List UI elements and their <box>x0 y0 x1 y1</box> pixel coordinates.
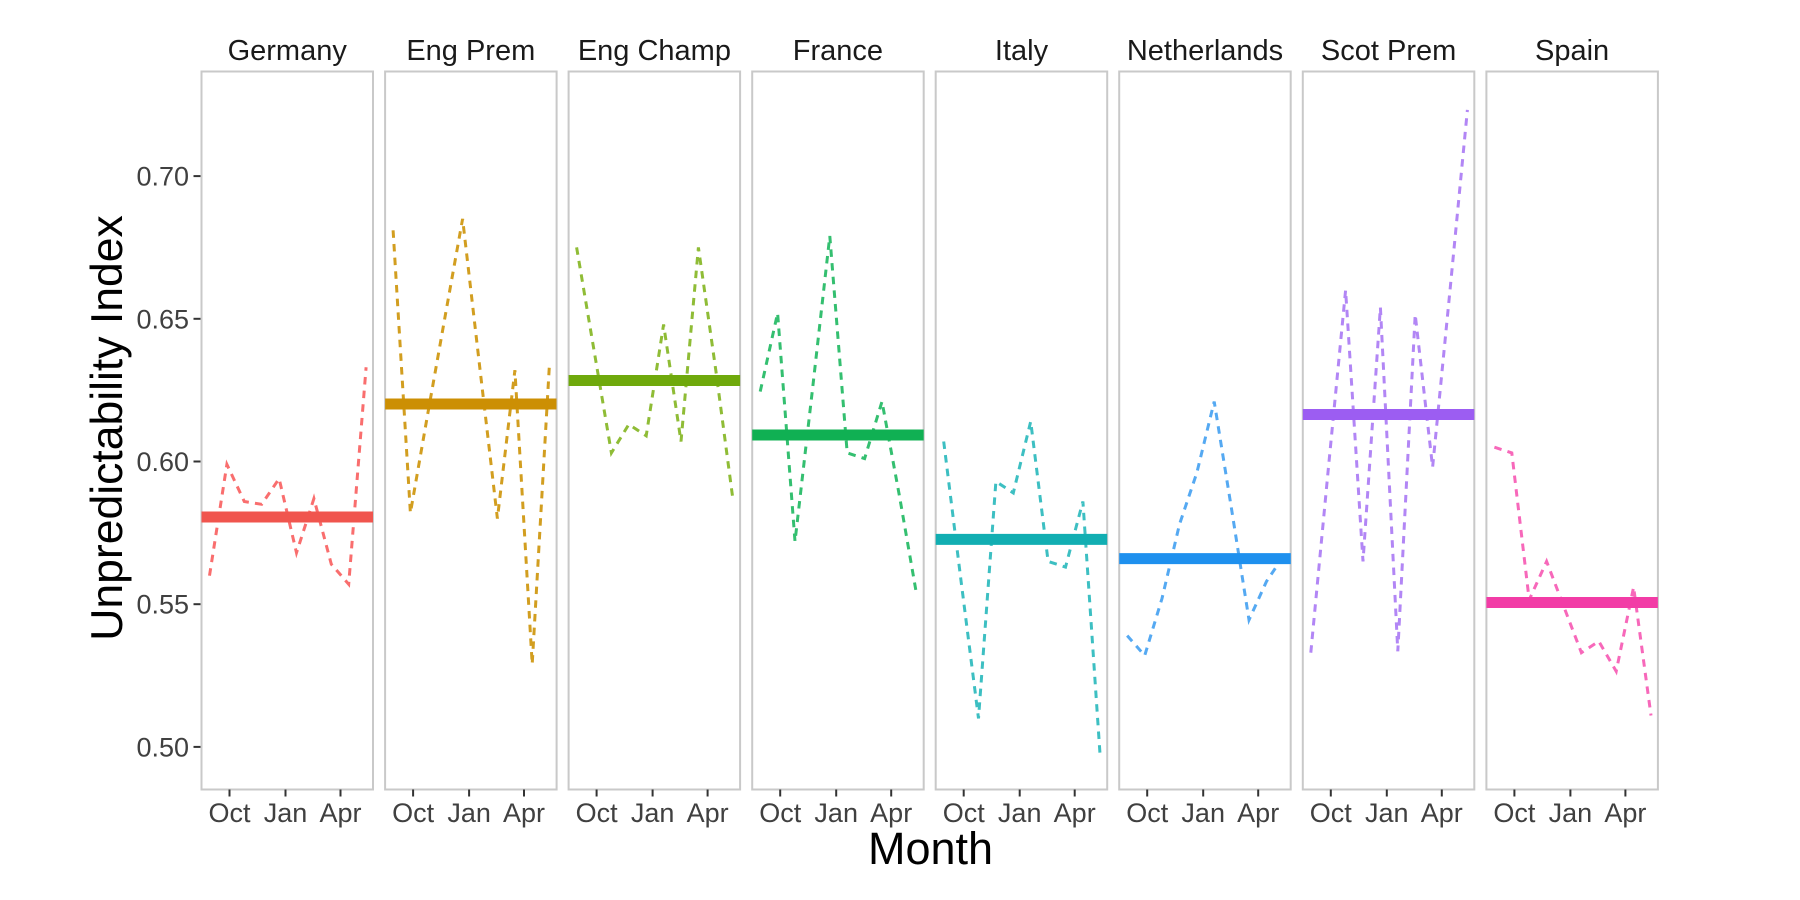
svg-text:Apr: Apr <box>870 798 912 828</box>
svg-text:Apr: Apr <box>687 798 729 828</box>
svg-text:0.65: 0.65 <box>136 304 189 334</box>
svg-text:Jan: Jan <box>1549 798 1593 828</box>
svg-text:Jan: Jan <box>631 798 675 828</box>
svg-text:Apr: Apr <box>319 798 361 828</box>
svg-text:0.60: 0.60 <box>136 447 189 477</box>
svg-text:Oct: Oct <box>576 798 619 828</box>
svg-text:Oct: Oct <box>943 798 986 828</box>
svg-text:Jan: Jan <box>1365 798 1409 828</box>
svg-text:Eng Prem: Eng Prem <box>406 35 535 67</box>
svg-text:Oct: Oct <box>1493 798 1536 828</box>
svg-text:Eng Champ: Eng Champ <box>578 35 731 67</box>
svg-text:Oct: Oct <box>759 798 802 828</box>
svg-text:Apr: Apr <box>1421 798 1463 828</box>
svg-text:Scot Prem: Scot Prem <box>1321 35 1456 67</box>
svg-text:Jan: Jan <box>264 798 308 828</box>
svg-text:Jan: Jan <box>998 798 1042 828</box>
svg-text:Netherlands: Netherlands <box>1127 35 1283 67</box>
svg-text:Apr: Apr <box>1237 798 1279 828</box>
svg-text:Oct: Oct <box>208 798 251 828</box>
svg-text:Oct: Oct <box>392 798 435 828</box>
svg-text:Italy: Italy <box>995 35 1049 67</box>
svg-text:0.70: 0.70 <box>136 162 189 192</box>
svg-text:Apr: Apr <box>1054 798 1096 828</box>
svg-text:France: France <box>793 35 883 67</box>
svg-text:Unpredictability Index: Unpredictability Index <box>83 215 132 640</box>
svg-text:Month: Month <box>868 823 993 874</box>
svg-text:Germany: Germany <box>228 35 348 67</box>
svg-text:0.50: 0.50 <box>136 732 189 762</box>
svg-text:0.55: 0.55 <box>136 590 189 620</box>
svg-text:Jan: Jan <box>447 798 491 828</box>
svg-text:Oct: Oct <box>1126 798 1169 828</box>
svg-text:Jan: Jan <box>814 798 858 828</box>
svg-text:Apr: Apr <box>1604 798 1646 828</box>
svg-text:Jan: Jan <box>1181 798 1225 828</box>
svg-text:Spain: Spain <box>1535 35 1609 67</box>
svg-text:Apr: Apr <box>503 798 545 828</box>
svg-text:Oct: Oct <box>1310 798 1353 828</box>
